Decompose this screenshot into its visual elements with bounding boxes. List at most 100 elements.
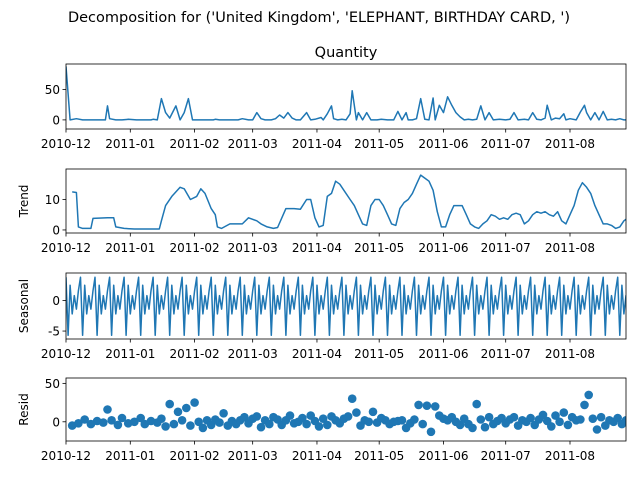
y-tick-label: 0 xyxy=(52,113,60,127)
resid-point xyxy=(476,415,486,424)
plot-area xyxy=(67,390,640,437)
resid-point xyxy=(621,416,626,425)
resid-point xyxy=(455,420,465,430)
resid-point xyxy=(596,412,606,422)
x-tick-label: 2011-03 xyxy=(228,241,278,255)
resid-point xyxy=(215,418,224,427)
resid-point xyxy=(410,415,419,424)
resid-point xyxy=(426,427,436,437)
resid-point xyxy=(364,417,374,427)
y-axis-label: Seasonal xyxy=(17,279,31,333)
resid-point xyxy=(430,402,440,411)
resid-point xyxy=(252,412,262,421)
y-axis-label: Resid xyxy=(17,393,31,425)
resid-point xyxy=(190,398,199,407)
x-tick-label: 2011-08 xyxy=(545,347,595,361)
resid-point xyxy=(169,419,179,429)
resid-point xyxy=(397,416,407,425)
x-tick-label: 2011-07 xyxy=(481,137,531,151)
resid-point xyxy=(298,413,307,423)
x-tick-label: 2011-02 xyxy=(170,449,220,463)
y-tick-label: 50 xyxy=(45,83,60,97)
x-tick-label: 2011-05 xyxy=(354,137,404,151)
x-tick-label: 2011-01 xyxy=(105,241,155,255)
resid-point xyxy=(103,405,112,414)
x-tick-label: 2011-02 xyxy=(170,347,220,361)
resid-point xyxy=(186,421,195,430)
resid-point xyxy=(580,400,589,410)
x-tick-label: 2011-03 xyxy=(228,347,278,361)
resid-point xyxy=(588,414,598,424)
resid-point xyxy=(157,414,166,424)
resid-point xyxy=(368,407,378,417)
x-tick-label: 2011-04 xyxy=(292,241,342,255)
y-axis-label: Trend xyxy=(17,185,31,219)
x-tick-label: 2011-05 xyxy=(354,449,404,463)
resid-point xyxy=(509,412,519,422)
axes-frame xyxy=(65,272,627,340)
resid-point xyxy=(551,411,560,420)
trend-line xyxy=(72,174,626,230)
x-tick-label: 2011-08 xyxy=(545,449,595,463)
resid-point xyxy=(285,411,295,420)
resid-point xyxy=(323,420,332,430)
y-tick-label: 50 xyxy=(45,377,60,391)
resid-point xyxy=(563,420,573,430)
resid-point xyxy=(625,425,626,428)
resid-point xyxy=(107,416,116,425)
resid-point xyxy=(177,416,187,425)
axes-frame xyxy=(65,377,627,442)
x-tick-label: 2011-03 xyxy=(228,137,278,151)
x-tick-label: 2010-12 xyxy=(41,449,91,463)
resid-point xyxy=(526,413,535,423)
x-tick-label: 2011-07 xyxy=(481,241,531,255)
x-tick-label: 2011-08 xyxy=(545,137,595,151)
x-tick-label: 2011-03 xyxy=(228,449,278,463)
resid-point xyxy=(576,415,585,424)
resid-point xyxy=(136,413,145,423)
resid-point xyxy=(130,417,139,427)
resid-point xyxy=(613,413,622,423)
plot-area xyxy=(72,174,626,230)
resid-point xyxy=(418,419,428,429)
resid-point xyxy=(592,425,602,434)
x-tick-label: 2010-12 xyxy=(41,241,91,255)
x-tick-label: 2011-08 xyxy=(545,241,595,255)
resid-point xyxy=(634,413,640,422)
x-tick-label: 2011-06 xyxy=(418,449,468,463)
resid-point xyxy=(538,410,548,420)
resid-point xyxy=(256,422,266,432)
x-tick-label: 2011-02 xyxy=(170,241,220,255)
x-tick-label: 2011-01 xyxy=(105,449,155,463)
x-tick-label: 2011-04 xyxy=(292,449,342,463)
resid-point xyxy=(173,407,183,417)
x-tick-label: 2011-01 xyxy=(105,347,155,361)
resid-point xyxy=(165,399,174,409)
panel-resid: Resid 0 50 2010-12 2011-01 2011-02 2011-03 2011… xyxy=(17,377,640,463)
resid-point xyxy=(74,419,83,428)
resid-point xyxy=(265,419,274,429)
axes-frame xyxy=(65,168,627,234)
resid-point xyxy=(480,422,490,432)
resid-point xyxy=(347,394,357,404)
x-tick-label: 2011-06 xyxy=(418,137,468,151)
resid-point xyxy=(219,409,228,418)
resid-point xyxy=(547,422,556,431)
resid-point xyxy=(198,423,208,433)
x-tick-label: 2011-04 xyxy=(292,347,342,361)
panel-subtitle: Quantity xyxy=(315,45,378,61)
resid-point xyxy=(117,413,127,423)
resid-point xyxy=(472,399,482,409)
resid-point xyxy=(318,414,328,424)
x-tick-label: 2011-07 xyxy=(481,449,531,463)
resid-point xyxy=(314,422,324,431)
panel-observed: Quantity 0 50 2010-12 2011-01 2011-02 2011-03 2… xyxy=(41,45,627,151)
plot-area xyxy=(66,66,626,121)
resid-point xyxy=(559,408,569,417)
panel-trend: Trend 0 10 2010-12 2011-01 2011-02 2011-03 2011… xyxy=(17,168,627,255)
resid-point xyxy=(468,423,477,433)
resid-point xyxy=(414,400,423,410)
plot-area xyxy=(66,276,626,337)
observed-line xyxy=(66,66,626,121)
